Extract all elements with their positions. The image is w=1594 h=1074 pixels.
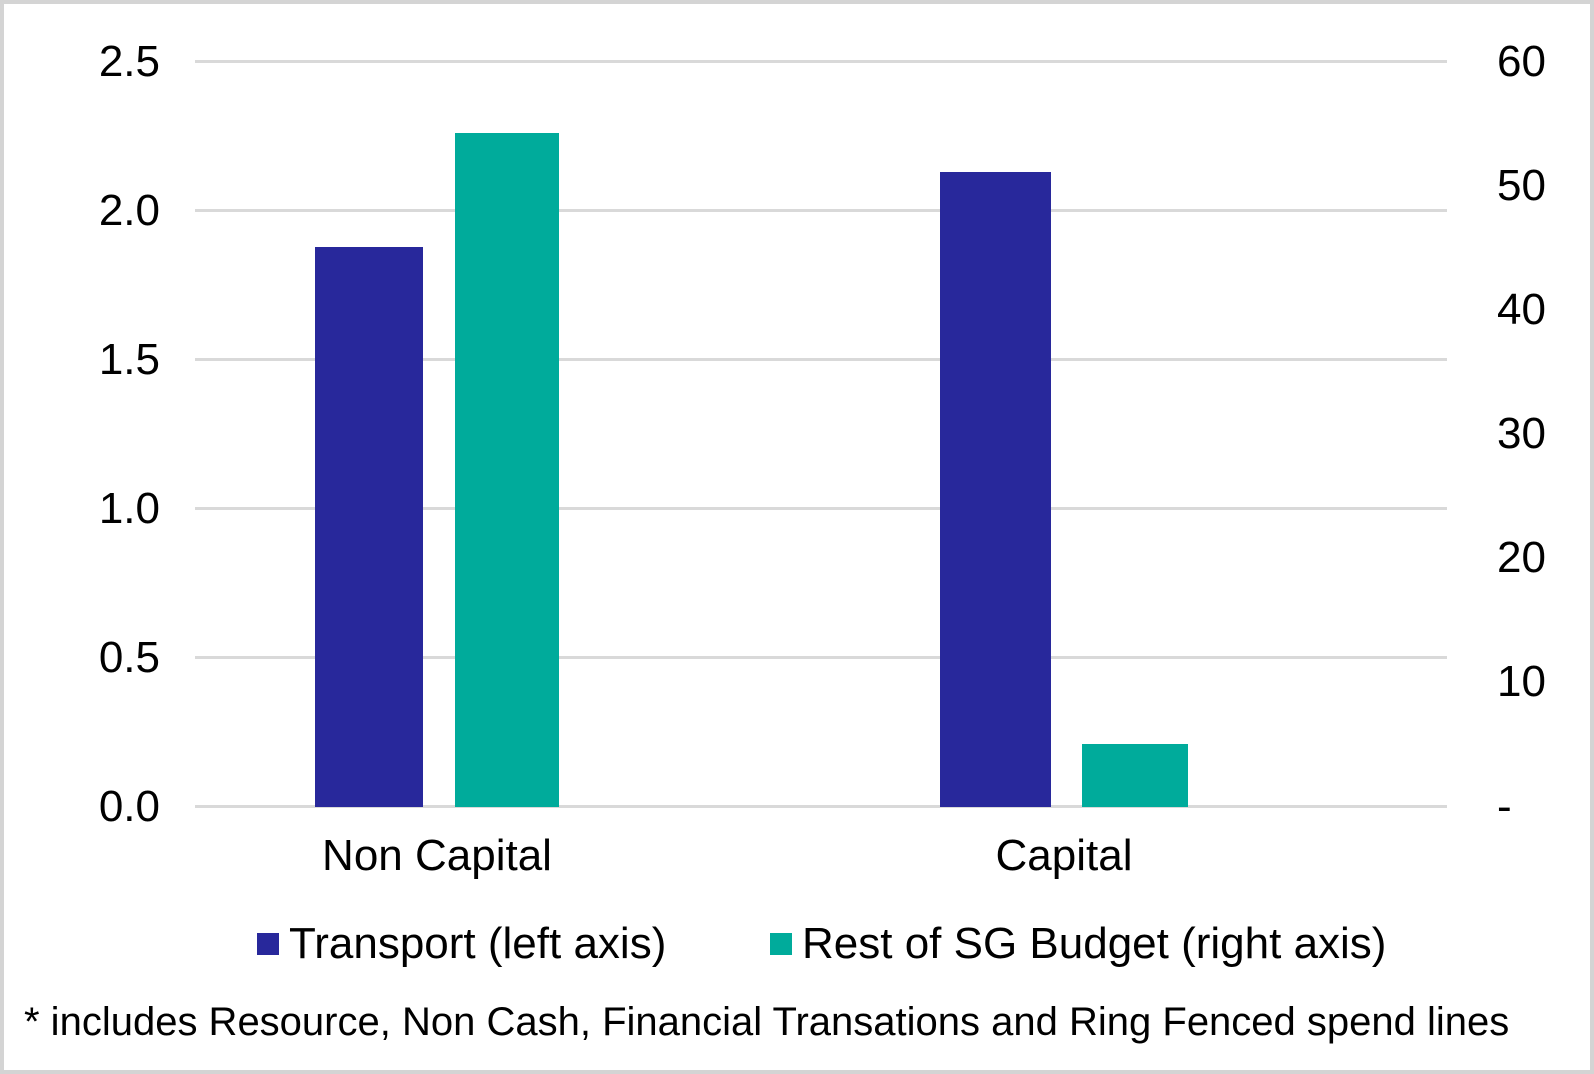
left-axis-tick: 0.0 (98, 782, 160, 831)
right-axis-tick: 50 (1497, 161, 1546, 210)
gridline (195, 60, 1447, 63)
bar-transport-non-capital (315, 246, 423, 807)
bar-rest-of-sg-budget-non-capital (455, 132, 559, 807)
left-axis-tick: 1.5 (98, 335, 160, 384)
right-axis-tick: 40 (1497, 285, 1546, 334)
right-axis-tick: 30 (1497, 409, 1546, 458)
legend-item-transport: Transport (left axis) (257, 922, 666, 966)
gridline (195, 656, 1447, 659)
bar-transport-capital (940, 172, 1051, 807)
category-label-capital: Capital (995, 831, 1133, 880)
right-axis-tick: 20 (1497, 533, 1546, 582)
left-axis-tick: 1.0 (98, 484, 160, 533)
bar-rest-of-sg-budget-capital (1082, 743, 1188, 807)
legend-swatch-rest-of-sg-budget (770, 933, 792, 955)
legend-label-rest-of-sg-budget: Rest of SG Budget (right axis) (802, 919, 1387, 968)
right-axis-tick: 10 (1497, 657, 1546, 706)
x-axis-line (195, 805, 1447, 808)
gridline (195, 358, 1447, 361)
gridline (195, 209, 1447, 212)
left-axis-tick: 2.0 (98, 186, 160, 235)
left-axis-tick: 0.5 (98, 633, 160, 682)
legend-item-rest-of-sg-budget: Rest of SG Budget (right axis) (770, 922, 1386, 966)
left-axis-tick: 2.5 (98, 37, 160, 86)
category-label-non-capital: Non Capital (322, 831, 552, 880)
right-axis-tick: - (1497, 782, 1512, 831)
legend-label-transport: Transport (left axis) (289, 919, 667, 968)
legend-swatch-transport (257, 933, 279, 955)
gridline (195, 507, 1447, 510)
chart-footnote: * includes Resource, Non Cash, Financial… (24, 1000, 1510, 1044)
right-axis-tick: 60 (1497, 37, 1546, 86)
